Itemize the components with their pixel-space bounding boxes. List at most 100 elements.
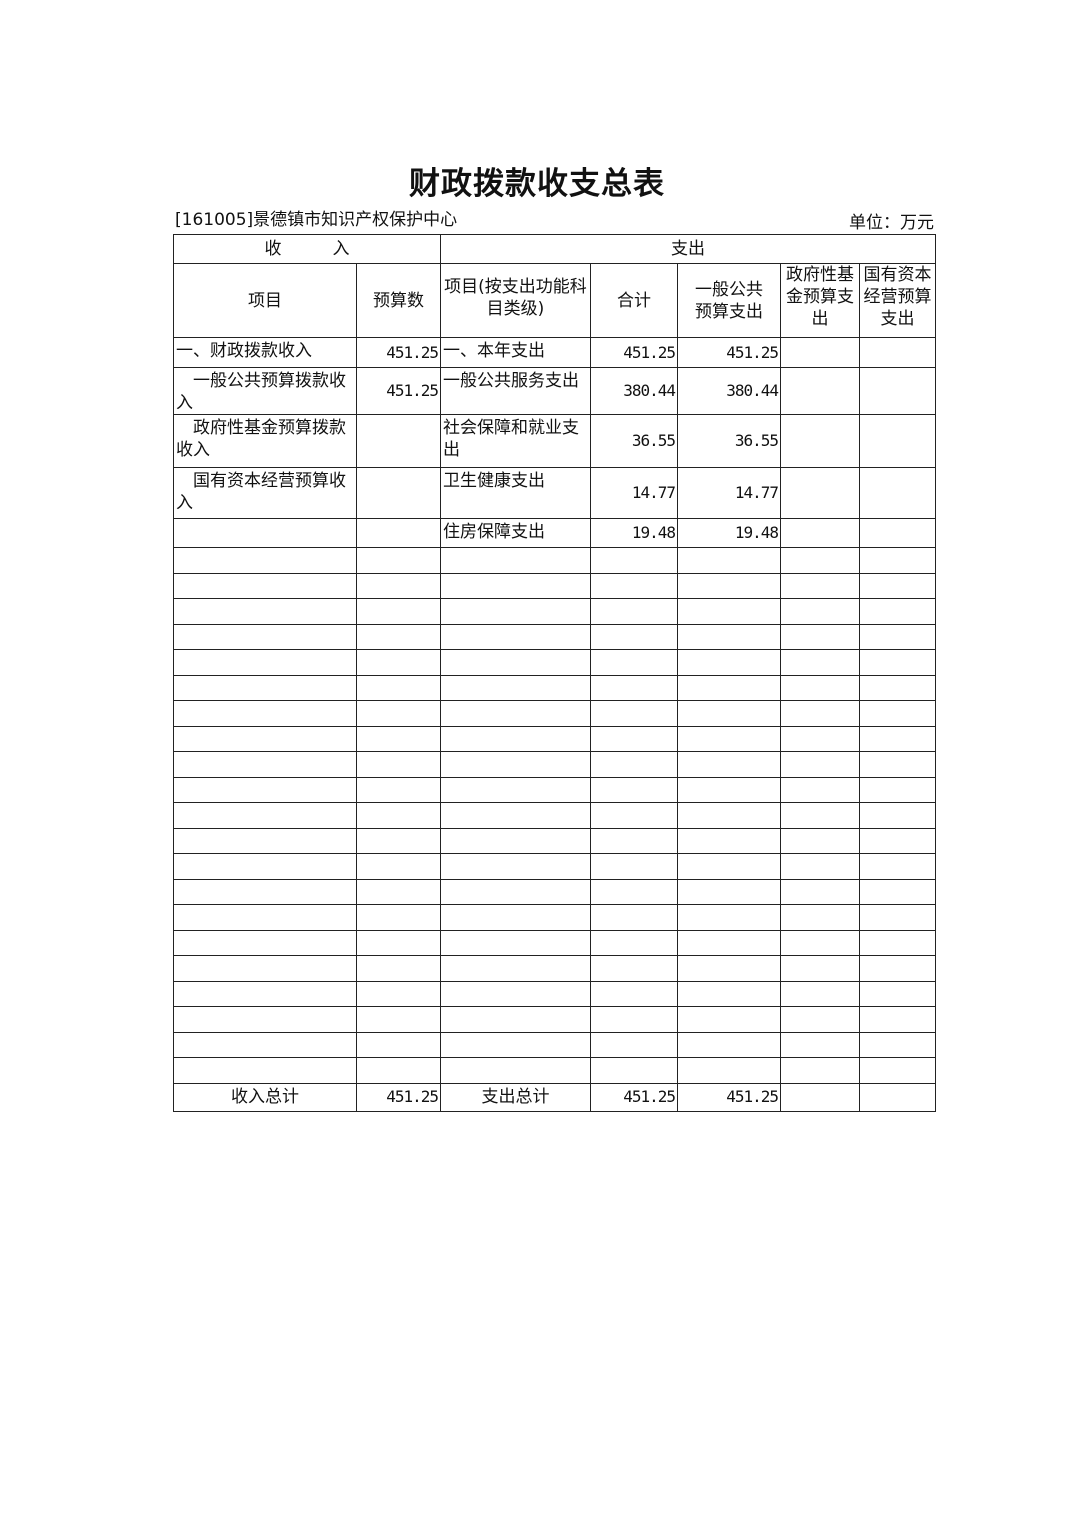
- expense-item: 一般公共服务支出: [440, 367, 591, 415]
- empty-row: [173, 1031, 937, 1058]
- income-total-amount: 451.25: [356, 1082, 441, 1112]
- empty-cell: [440, 674, 591, 701]
- empty-row: [173, 929, 937, 956]
- empty-cell: [356, 878, 441, 905]
- empty-cell: [440, 725, 591, 752]
- empty-cell: [440, 878, 591, 905]
- fund-budget-amount: [780, 337, 860, 368]
- page-title: 财政拨款收支总表: [409, 166, 665, 202]
- empty-cell: [858, 572, 937, 599]
- expense-item: 卫生健康支出: [440, 467, 591, 519]
- empty-cell: [440, 751, 591, 778]
- empty-cell: [590, 802, 678, 829]
- empty-row: [173, 700, 937, 727]
- col-header: 合计: [590, 263, 678, 338]
- empty-cell: [173, 1031, 357, 1058]
- total-row: 收入总计 451.25 支出总计 451.25 451.25: [173, 1082, 937, 1112]
- empty-row: [173, 572, 937, 599]
- income-item: 国有资本经营预算收入: [173, 467, 357, 519]
- empty-cell: [858, 878, 937, 905]
- empty-cell: [440, 929, 591, 956]
- income-item: 政府性基金预算拨款收入: [173, 414, 357, 468]
- income-amount: [356, 467, 441, 519]
- empty-cell: [677, 649, 781, 676]
- empty-cell: [858, 649, 937, 676]
- income-item: 一、财政拨款收入: [173, 337, 357, 368]
- empty-cell: [440, 623, 591, 650]
- empty-cell: [356, 802, 441, 829]
- budget-table: 收 入 支出 项目 预算数 项目(按支出功能科目类级) 合计 一般公共预算支出 …: [173, 234, 937, 1112]
- empty-row: [173, 878, 937, 905]
- empty-cell: [677, 1006, 781, 1033]
- empty-cell: [173, 904, 357, 931]
- empty-cell: [780, 725, 860, 752]
- general-budget-amount: 36.55: [677, 414, 781, 468]
- empty-cell: [780, 878, 860, 905]
- empty-cell: [677, 929, 781, 956]
- empty-cell: [440, 1057, 591, 1084]
- state-capital-amount: [858, 367, 937, 415]
- empty-cell: [590, 598, 678, 625]
- empty-row: [173, 853, 937, 880]
- empty-row: [173, 598, 937, 625]
- state-capital-amount: [858, 518, 937, 548]
- empty-cell: [440, 547, 591, 574]
- empty-cell: [440, 980, 591, 1007]
- empty-row: [173, 955, 937, 982]
- empty-cell: [356, 904, 441, 931]
- empty-cell: [780, 674, 860, 701]
- empty-row: [173, 725, 937, 752]
- empty-cell: [173, 623, 357, 650]
- empty-cell: [173, 649, 357, 676]
- empty-cell: [356, 598, 441, 625]
- empty-cell: [356, 649, 441, 676]
- empty-cell: [356, 929, 441, 956]
- empty-cell: [780, 547, 860, 574]
- total-amount: 19.48: [590, 518, 678, 548]
- empty-cell: [858, 955, 937, 982]
- empty-row: [173, 802, 937, 829]
- empty-row: [173, 980, 937, 1007]
- empty-cell: [780, 827, 860, 854]
- empty-cell: [173, 725, 357, 752]
- empty-cell: [440, 1031, 591, 1058]
- fund-budget-amount: [780, 367, 860, 415]
- empty-cell: [677, 802, 781, 829]
- empty-cell: [173, 700, 357, 727]
- empty-cell: [677, 547, 781, 574]
- state-capital-amount: [858, 337, 937, 368]
- empty-cell: [858, 904, 937, 931]
- empty-cell: [173, 572, 357, 599]
- total-amount: 451.25: [590, 337, 678, 368]
- empty-cell: [356, 700, 441, 727]
- empty-cell: [590, 649, 678, 676]
- empty-cell: [590, 1006, 678, 1033]
- total-amount: 36.55: [590, 414, 678, 468]
- state-capital-amount: [858, 414, 937, 468]
- empty-cell: [677, 674, 781, 701]
- empty-cell: [356, 955, 441, 982]
- empty-cell: [780, 1057, 860, 1084]
- income-item: 一般公共预算拨款收入: [173, 367, 357, 415]
- empty-cell: [780, 700, 860, 727]
- empty-cell: [173, 1057, 357, 1084]
- col-header: 项目(按支出功能科目类级): [440, 263, 591, 338]
- empty-cell: [780, 776, 860, 803]
- col-header: 预算数: [356, 263, 441, 338]
- empty-cell: [780, 980, 860, 1007]
- empty-cell: [858, 751, 937, 778]
- empty-cell: [590, 878, 678, 905]
- empty-cell: [677, 751, 781, 778]
- empty-cell: [590, 904, 678, 931]
- empty-row: [173, 547, 937, 574]
- empty-cell: [677, 853, 781, 880]
- empty-row: [173, 751, 937, 778]
- empty-cell: [356, 547, 441, 574]
- empty-cell: [590, 751, 678, 778]
- empty-cell: [677, 904, 781, 931]
- empty-cell: [590, 700, 678, 727]
- expense-total-amount: 451.25: [590, 1082, 678, 1112]
- empty-cell: [173, 1006, 357, 1033]
- empty-cell: [356, 572, 441, 599]
- empty-cell: [356, 827, 441, 854]
